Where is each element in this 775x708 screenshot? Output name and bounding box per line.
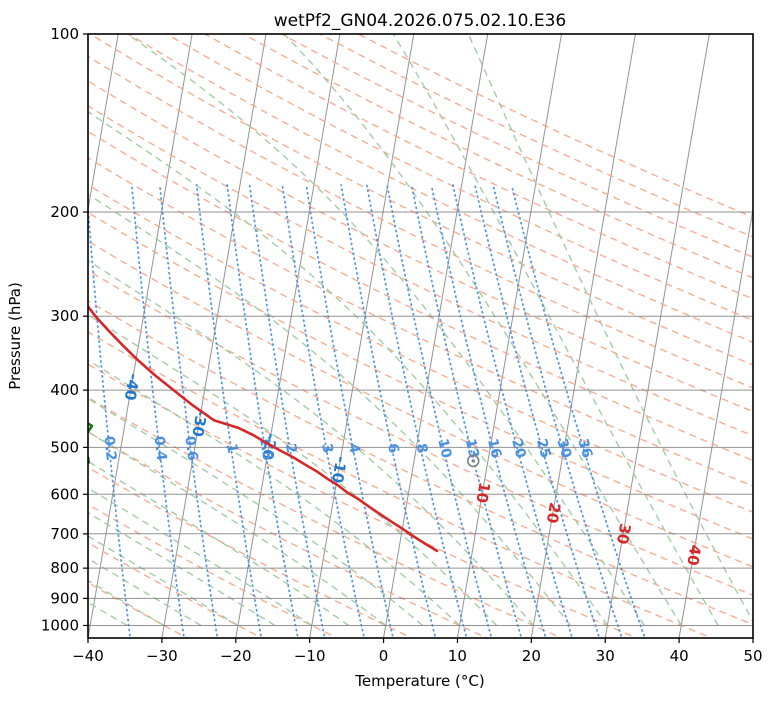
sounding-line-temperature <box>88 304 439 553</box>
plot-border <box>87 33 754 639</box>
x-tick-label: −30 <box>146 647 178 665</box>
x-tick-label: 0 <box>379 647 389 665</box>
y-axis: 100 200 300 400 500 600 700 800 900 1000 <box>41 25 88 634</box>
isotherm-label-40: 40 <box>683 543 704 567</box>
mixing-ratio-label-30: 30 <box>553 437 574 460</box>
mixing-ratio-label-2: 2 <box>282 442 299 454</box>
y-tick-label: 200 <box>50 203 79 221</box>
isotherm-label-30: 30 <box>613 522 634 546</box>
mixing-ratio-label-8: 8 <box>413 442 431 455</box>
lcl-marker <box>466 454 480 468</box>
mixing-ratio-label-0p6: 0.6 <box>181 435 200 462</box>
y-tick-label: 300 <box>50 307 79 325</box>
y-tick-label: 1000 <box>41 616 79 634</box>
x-axis: −40 −30 −20 −10 0 10 20 30 40 50 <box>72 638 763 665</box>
y-tick-label: 100 <box>50 25 79 43</box>
x-tick-label: 30 <box>596 647 615 665</box>
isotherm-label-neg10: -10 <box>328 455 350 485</box>
isotherm-label-10: 10 <box>472 481 493 505</box>
mixing-ratio-label-16: 16 <box>484 437 504 460</box>
mixing-ratio-label-36: 36 <box>574 437 595 460</box>
mixing-ratio-label-20: 20 <box>508 437 529 460</box>
isobar-lines <box>88 33 753 626</box>
mixing-ratio-label-1p5: 1.5 <box>256 435 276 462</box>
x-tick-label: 10 <box>448 647 467 665</box>
isotherm-label-neg40: -40 <box>121 372 143 402</box>
y-tick-label: 700 <box>50 525 79 543</box>
x-tick-label: −10 <box>294 647 326 665</box>
x-axis-label: Temperature (°C) <box>354 672 484 690</box>
x-tick-label: −40 <box>72 647 104 665</box>
isotherm-label-neg30: -30 <box>188 408 210 438</box>
x-tick-label: 40 <box>670 647 689 665</box>
mixing-ratio-label-4: 4 <box>345 442 363 455</box>
mixing-ratio-label-10: 10 <box>434 437 454 460</box>
isotherm-label-20: 20 <box>543 501 564 525</box>
y-tick-label: 800 <box>50 559 79 577</box>
lcl-marker-center <box>471 459 475 463</box>
y-tick-label: 400 <box>50 381 79 399</box>
sounding-curves <box>88 304 439 553</box>
y-tick-label: 900 <box>50 589 79 607</box>
y-tick-label: 600 <box>50 485 79 503</box>
mixing-ratio-label-13: 13 <box>462 437 482 460</box>
mixing-ratio-label-6: 6 <box>384 442 402 455</box>
y-tick-label: 500 <box>50 438 79 456</box>
page-title: wetPf2_GN04.2026.075.02.10.E36 <box>274 11 566 31</box>
mixing-ratio-label-0p4: 0.4 <box>151 435 170 462</box>
mixing-ratio-label-1: 1 <box>223 443 240 455</box>
x-tick-label: −20 <box>220 647 252 665</box>
x-tick-label: 20 <box>522 647 541 665</box>
y-axis-label: Pressure (hPa) <box>6 282 24 390</box>
x-tick-label: 50 <box>743 647 762 665</box>
mixing-ratio-label-3: 3 <box>318 442 335 454</box>
isotherm-label-neg20: -20 <box>258 432 280 462</box>
lcl-marker-layer <box>466 454 480 468</box>
mixing-ratio-label-0p2: 0.2 <box>101 435 119 461</box>
mixing-ratio-label-25: 25 <box>533 437 554 460</box>
